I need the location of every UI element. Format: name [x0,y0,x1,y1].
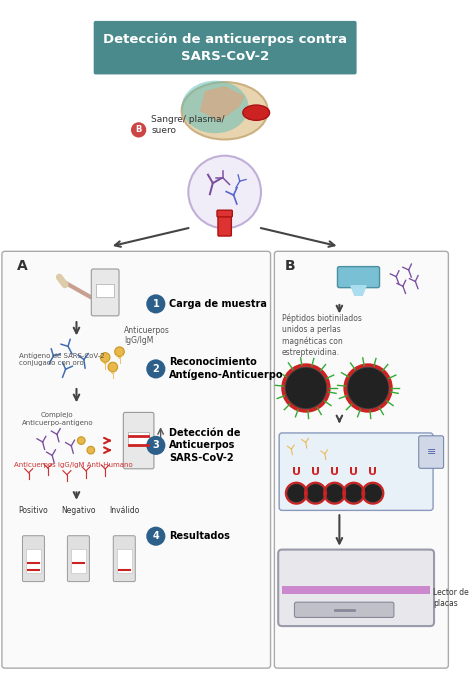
Circle shape [115,347,124,357]
Circle shape [347,367,389,409]
Text: Positivo: Positivo [18,506,49,515]
FancyBboxPatch shape [71,549,86,573]
Circle shape [131,122,146,137]
Text: Péptidos biotinilados
unidos a perlas
magnéticas con
estreptevidina.: Péptidos biotinilados unidos a perlas ma… [282,314,362,357]
Text: Reconocimiento
Antígeno-Anticuerpo: Reconocimiento Antígeno-Anticuerpo [169,357,284,380]
Text: U: U [349,467,358,477]
Ellipse shape [182,81,249,133]
Text: U: U [330,467,339,477]
FancyBboxPatch shape [2,251,270,668]
Text: 2: 2 [153,364,159,374]
Circle shape [87,446,95,454]
Text: B: B [285,259,295,273]
Text: Resultados: Resultados [169,531,230,541]
FancyBboxPatch shape [218,213,231,236]
Circle shape [146,295,165,313]
FancyBboxPatch shape [94,21,357,75]
FancyBboxPatch shape [279,433,433,511]
Text: A: A [17,259,28,273]
Text: Sangre/ plasma/
suero: Sangre/ plasma/ suero [151,115,225,135]
FancyBboxPatch shape [114,535,135,582]
Circle shape [188,156,261,228]
FancyBboxPatch shape [294,602,394,618]
Circle shape [363,484,382,503]
Text: Antígeno de SARS-CoV-2
conjugado con oro: Antígeno de SARS-CoV-2 conjugado con oro [19,353,105,366]
Text: 4: 4 [153,531,159,541]
FancyBboxPatch shape [123,413,154,469]
Circle shape [108,362,118,372]
Polygon shape [201,87,244,120]
Text: Carga de muestra: Carga de muestra [169,299,267,309]
Circle shape [306,484,325,503]
Circle shape [146,436,165,455]
Text: Inválido: Inválido [109,506,139,515]
Text: Anticuerpos
IgG/IgM: Anticuerpos IgG/IgM [124,326,170,345]
FancyBboxPatch shape [26,549,41,573]
Text: Detección de
Anticuerpos
SARS-CoV-2: Detección de Anticuerpos SARS-CoV-2 [169,428,241,463]
FancyBboxPatch shape [91,269,119,316]
Text: U: U [368,467,377,477]
Circle shape [285,367,327,409]
Text: Negativo: Negativo [61,506,96,515]
FancyBboxPatch shape [96,284,114,297]
Text: Complejo
Anticuerpo-antígeno: Complejo Anticuerpo-antígeno [22,412,93,426]
Circle shape [100,353,110,362]
Text: B: B [136,126,142,135]
Polygon shape [351,286,366,295]
Circle shape [287,484,306,503]
Text: U: U [292,467,301,477]
Text: 1: 1 [153,299,159,309]
FancyBboxPatch shape [23,535,44,582]
Text: 3: 3 [153,440,159,451]
FancyBboxPatch shape [419,436,444,469]
Circle shape [325,484,344,503]
Text: U: U [311,467,320,477]
Text: ≡: ≡ [426,447,436,457]
Circle shape [146,526,165,546]
Circle shape [77,437,85,444]
FancyBboxPatch shape [282,586,430,593]
FancyBboxPatch shape [275,251,448,668]
Text: Detección de anticuerpos contra
SARS-CoV-2: Detección de anticuerpos contra SARS-CoV… [103,32,347,63]
FancyBboxPatch shape [117,549,132,573]
FancyBboxPatch shape [217,210,232,217]
FancyBboxPatch shape [338,266,380,288]
FancyBboxPatch shape [128,432,149,445]
FancyBboxPatch shape [278,550,434,626]
FancyBboxPatch shape [67,535,89,582]
Text: Lector de
placas: Lector de placas [433,589,469,609]
Circle shape [146,359,165,378]
Text: Anticuerpos IgG/IgM Anti-Humano: Anticuerpos IgG/IgM Anti-Humano [14,462,133,468]
Ellipse shape [182,82,268,139]
Circle shape [344,484,363,503]
Ellipse shape [243,105,269,120]
